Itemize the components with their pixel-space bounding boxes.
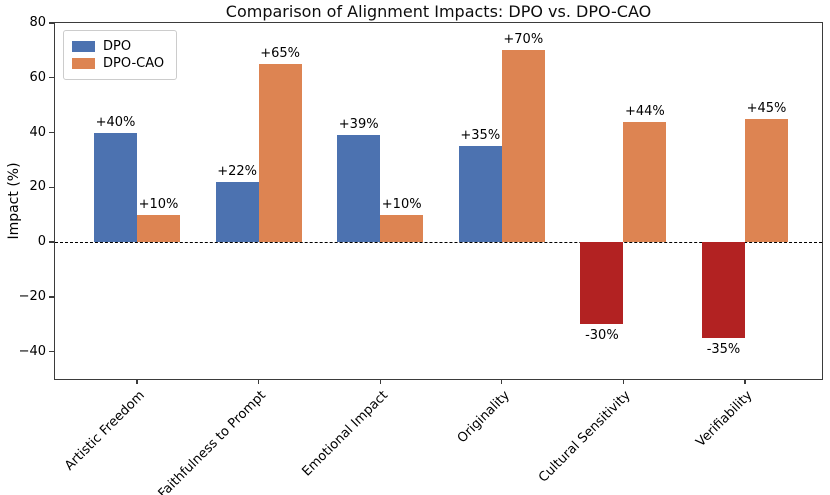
bar-label-dpo-artistic-freedom: +40%	[95, 114, 136, 130]
legend: DPO DPO-CAO	[63, 30, 178, 80]
bar-dpo-verifiability	[702, 242, 745, 338]
x-tick-label-artistic-freedom: Artistic Freedom	[61, 388, 148, 474]
legend-item-dpo: DPO	[72, 39, 164, 54]
zero-baseline	[55, 242, 822, 244]
bar-label-dpo-emotional-impact: +39%	[338, 117, 379, 133]
x-tick-mark	[136, 379, 138, 384]
y-tick-mark	[49, 131, 54, 134]
chart-title: Comparison of Alignment Impacts: DPO vs.…	[225, 2, 652, 21]
bar-dpo-cao-cultural-sensitivity	[623, 121, 667, 243]
legend-swatch-dpo-icon	[72, 41, 95, 52]
y-tick-label: −40	[18, 343, 46, 359]
bar-label-dpo-originality: +35%	[460, 128, 501, 144]
legend-swatch-dpo-cao-icon	[72, 58, 95, 69]
bar-dpo-faithfulness-to-prompt	[215, 181, 259, 243]
bar-dpo-cao-originality	[501, 50, 545, 243]
y-tick-mark	[49, 77, 54, 79]
bar-label-dpo-cao-artistic-freedom: +10%	[138, 196, 179, 212]
legend-item-dpo-cao: DPO-CAO	[72, 56, 164, 71]
y-tick-mark	[49, 186, 54, 188]
bar-label-dpo-cao-emotional-impact: +10%	[381, 196, 422, 212]
y-tick-label: 20	[29, 179, 46, 195]
legend-label-dpo-cao: DPO-CAO	[103, 56, 165, 71]
bar-label-dpo-cao-cultural-sensitivity: +44%	[624, 103, 665, 119]
bar-label-dpo-cao-originality: +70%	[503, 32, 544, 48]
x-tick-mark	[744, 379, 746, 384]
y-tick-mark	[49, 350, 54, 353]
bar-label-dpo-cao-verifiability: +45%	[746, 100, 787, 116]
x-tick-mark	[257, 379, 260, 384]
y-tick-label: −20	[18, 288, 46, 304]
bar-label-dpo-faithfulness-to-prompt: +22%	[217, 163, 257, 179]
y-tick-label: 40	[29, 124, 46, 140]
bar-dpo-originality	[458, 146, 502, 243]
bar-label-dpo-verifiability: -35%	[706, 341, 741, 357]
x-tick-label-originality: Originality	[454, 388, 513, 447]
x-tick-mark	[379, 379, 381, 384]
x-tick-label-cultural-sensitivity: Cultural Sensitivity	[536, 388, 634, 486]
y-tick-label: 60	[29, 69, 46, 85]
y-tick-label: 80	[29, 15, 46, 30]
y-tick-mark	[49, 296, 54, 298]
x-tick-label-verifiability: Verifiability	[693, 388, 756, 451]
x-tick-mark	[501, 379, 503, 384]
bar-dpo-cultural-sensitivity	[580, 242, 624, 325]
plot-area: +40% +22% +39% +35% -30% -35% +10% +65% +10% +70%…	[55, 23, 822, 379]
bar-dpo-cao-faithfulness-to-prompt	[258, 64, 302, 243]
y-tick-mark	[49, 241, 54, 243]
x-tick-label-faithfulness-to-prompt: Faithfulness to Prompt	[155, 388, 270, 495]
bar-dpo-cao-emotional-impact	[380, 214, 424, 243]
legend-label-dpo: DPO	[103, 39, 132, 54]
bar-dpo-cao-artistic-freedom	[137, 214, 180, 243]
x-tick-mark	[622, 379, 625, 384]
bar-label-dpo-cultural-sensitivity: -30%	[585, 328, 619, 344]
bar-dpo-cao-verifiability	[745, 118, 788, 243]
y-axis-label: Impact (%)	[6, 162, 22, 240]
x-tick-label-emotional-impact: Emotional Impact	[299, 388, 391, 480]
y-tick-label: 0	[37, 234, 46, 250]
bar-label-dpo-cao-faithfulness-to-prompt: +65%	[260, 46, 300, 62]
y-tick-mark	[49, 22, 54, 24]
bar-dpo-emotional-impact	[337, 135, 381, 243]
bar-dpo-artistic-freedom	[94, 132, 137, 243]
